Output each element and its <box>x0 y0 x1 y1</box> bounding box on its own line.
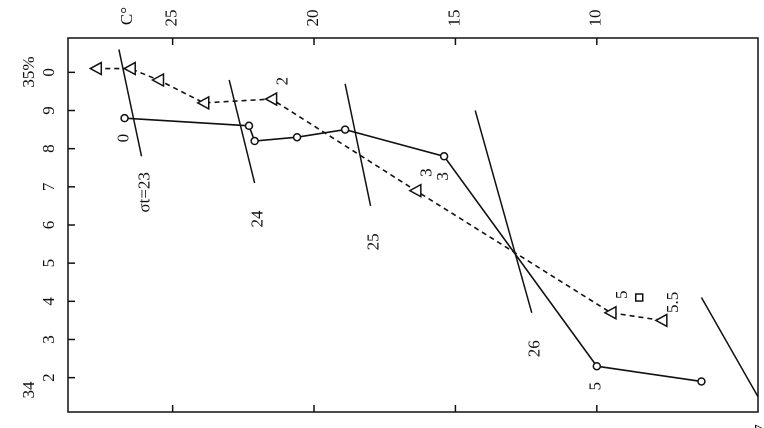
point <box>150 72 165 88</box>
y-axis-label-bottom: 34 <box>19 381 38 399</box>
y-tick-label: 5 <box>39 259 58 268</box>
y-tick-label: 9 <box>39 106 58 115</box>
point <box>408 183 422 198</box>
y-axis-label-top: 35% <box>19 56 38 87</box>
y-tick-label: 4 <box>39 297 58 306</box>
isopycnal <box>228 79 256 184</box>
point <box>603 305 617 321</box>
isopycnal-label: 24 <box>248 210 267 228</box>
point <box>264 91 278 107</box>
y-tick-label: 3 <box>39 335 58 344</box>
isopycnal-label: σt=23 <box>134 172 153 212</box>
series-line <box>96 67 662 322</box>
point <box>340 125 350 134</box>
point <box>88 61 103 76</box>
isopycnal-label: 26 <box>525 340 544 357</box>
point-label: 2 <box>273 77 292 86</box>
point <box>196 95 210 111</box>
x-tick-label: 20 <box>303 10 322 27</box>
point-label: 5 <box>612 291 631 300</box>
point-label: 0 <box>113 134 132 143</box>
x-tick-label: 10 <box>586 10 605 27</box>
y-tick-label: 0 <box>39 68 58 77</box>
point <box>634 293 644 302</box>
point <box>122 61 136 76</box>
y-tick-label: 8 <box>39 144 58 153</box>
x-tick-label: 15 <box>444 10 463 27</box>
y-tick-label: 6 <box>39 221 58 230</box>
isopycnal-label: 25 <box>363 233 382 250</box>
point-label: 3 <box>433 172 452 181</box>
point-label: 5.5 <box>663 292 682 313</box>
series-line <box>124 117 702 383</box>
plot-frame <box>67 37 759 413</box>
point <box>592 361 602 371</box>
point <box>250 136 259 146</box>
isopycnal <box>700 297 759 398</box>
isopycnal <box>344 83 372 207</box>
x-tick-label: 25 <box>162 10 181 27</box>
point <box>292 132 302 142</box>
y-tick-label: 2 <box>39 373 58 382</box>
point <box>244 121 254 131</box>
isopycnal <box>118 49 143 157</box>
point <box>439 152 449 161</box>
point <box>697 377 706 386</box>
y-tick-label: 7 <box>39 182 58 191</box>
point <box>120 113 129 123</box>
point <box>654 313 668 328</box>
isopycnal-label: 27 <box>751 424 764 428</box>
isopycnal <box>474 110 533 313</box>
point-label: 3 <box>417 168 436 177</box>
point-label: 5 <box>586 382 605 391</box>
x-axis-label: C° <box>117 7 136 25</box>
